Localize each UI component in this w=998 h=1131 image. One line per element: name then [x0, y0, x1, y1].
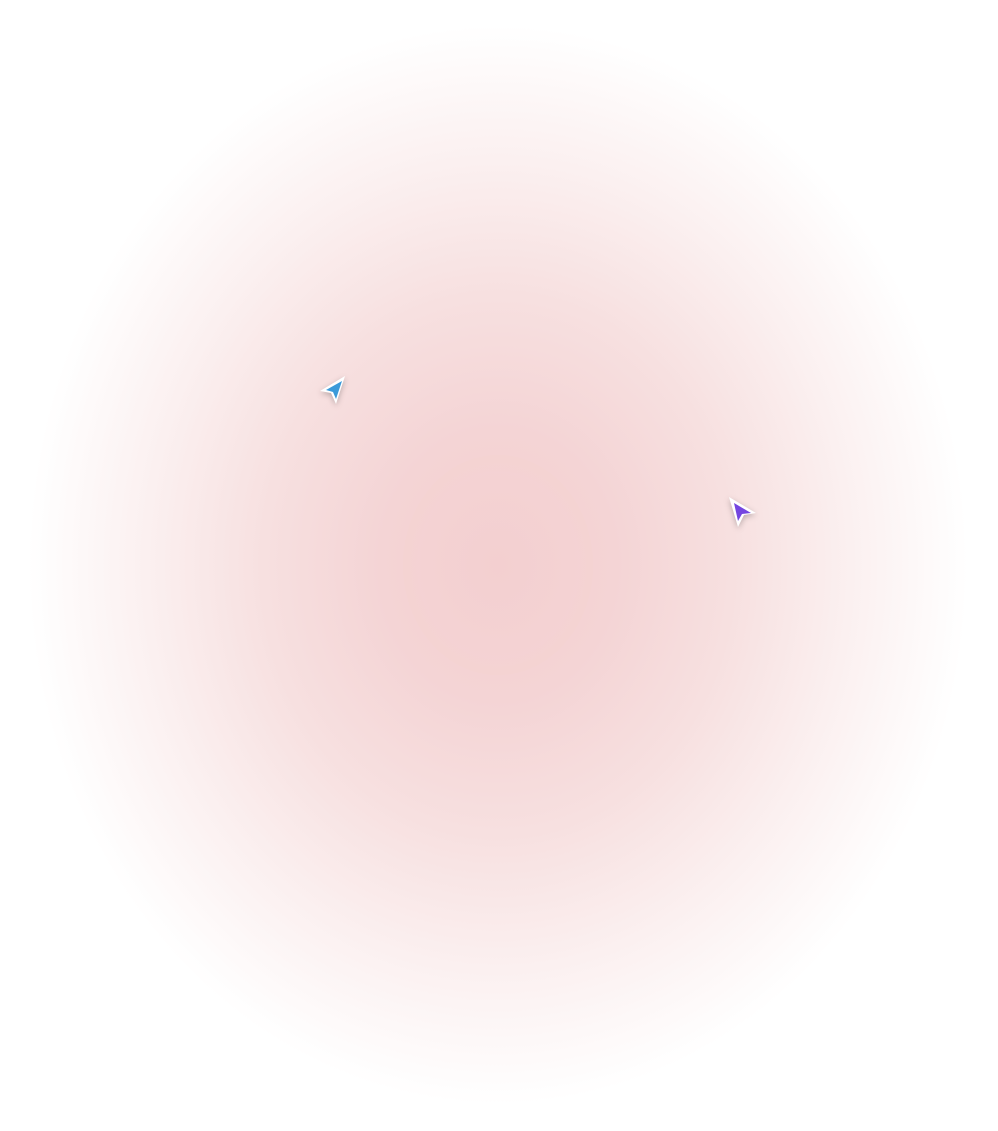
glow-ring: [403, 455, 593, 675]
cursor-arrow-icon: [729, 497, 756, 527]
cursor-arrow-icon: [320, 376, 345, 404]
